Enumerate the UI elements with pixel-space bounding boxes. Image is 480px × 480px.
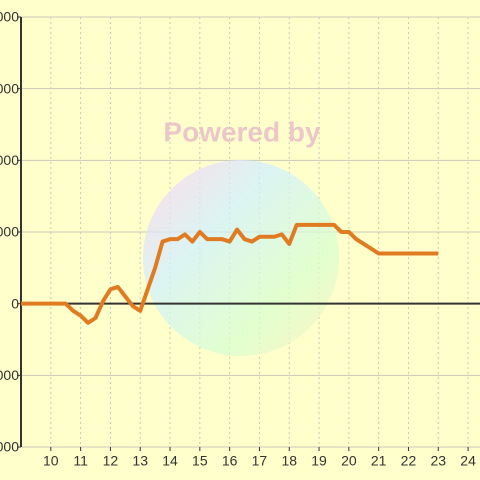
x-tick-label: 16 [222,453,238,469]
x-tick-label: 19 [311,453,327,469]
series-line [21,222,439,325]
y-tick-label: 0 [11,295,19,311]
x-tick-label: 13 [132,453,148,469]
x-tick-label: 21 [371,453,387,469]
watermark-logo [143,160,339,356]
x-tick-label: 22 [401,453,417,469]
x-tick-label: 20 [341,453,357,469]
y-tick-label: 12,000 [0,9,19,25]
x-tick-label: 15 [192,453,208,469]
x-tick-label: 14 [162,453,178,469]
x-tick-label: 17 [252,453,268,469]
x-tick-label: 12 [103,453,119,469]
x-tick-label: 18 [281,453,297,469]
x-tick-label: 24 [460,453,476,469]
x-tick-label: 23 [430,453,446,469]
plot: -6,000 -3,000 0 3,000 6,000 9,000 12,000 10 11 12… [0,9,480,469]
watermark-text: Powered by [163,116,321,147]
grid [17,16,480,451]
y-tick-label: -6,000 [0,439,19,455]
y-tick-label: 6,000 [0,152,19,168]
x-tick-label: 11 [73,453,88,469]
y-tick-label: 9,000 [0,80,19,96]
y-tick-label: 3,000 [0,224,19,240]
y-tick-label: -3,000 [0,367,19,383]
x-tick-label: 10 [43,453,59,469]
